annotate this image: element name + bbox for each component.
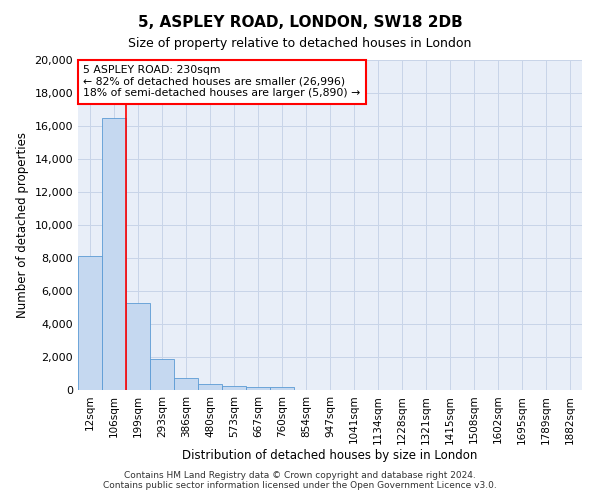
Bar [270,387,294,390]
Text: Contains HM Land Registry data © Crown copyright and database right 2024.
Contai: Contains HM Land Registry data © Crown c… [103,470,497,490]
X-axis label: Distribution of detached houses by size in London: Distribution of detached houses by size … [182,449,478,462]
Bar [246,387,270,390]
Bar [174,378,198,390]
Bar [102,118,126,390]
Bar [78,256,102,390]
Bar [222,386,246,390]
Text: 5 ASPLEY ROAD: 230sqm
← 82% of detached houses are smaller (26,996)
18% of semi-: 5 ASPLEY ROAD: 230sqm ← 82% of detached … [83,65,360,98]
Y-axis label: Number of detached properties: Number of detached properties [16,132,29,318]
Bar [150,360,174,390]
Bar [198,384,222,390]
Text: Size of property relative to detached houses in London: Size of property relative to detached ho… [128,38,472,51]
Bar [126,302,150,390]
Text: 5, ASPLEY ROAD, LONDON, SW18 2DB: 5, ASPLEY ROAD, LONDON, SW18 2DB [137,15,463,30]
